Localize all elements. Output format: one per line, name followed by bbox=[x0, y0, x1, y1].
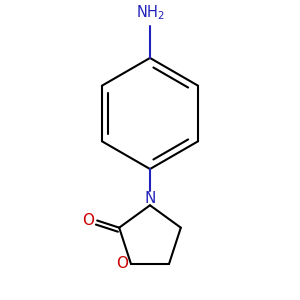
Text: O: O bbox=[116, 256, 128, 271]
Text: O: O bbox=[82, 212, 94, 227]
Text: NH$_2$: NH$_2$ bbox=[136, 3, 164, 22]
Text: N: N bbox=[144, 191, 156, 206]
